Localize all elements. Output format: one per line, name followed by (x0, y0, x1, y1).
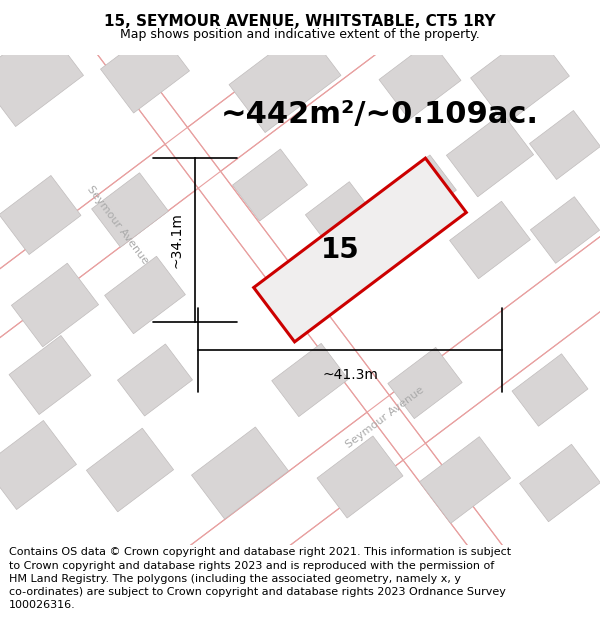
Text: Map shows position and indicative extent of the property.: Map shows position and indicative extent… (120, 28, 480, 41)
Polygon shape (388, 348, 462, 419)
Polygon shape (11, 263, 98, 347)
Polygon shape (520, 444, 600, 522)
Text: Seymour Avenue: Seymour Avenue (85, 184, 151, 266)
Polygon shape (9, 336, 91, 414)
Polygon shape (383, 155, 457, 225)
Polygon shape (100, 27, 190, 113)
Polygon shape (379, 41, 461, 119)
Text: 15: 15 (320, 236, 359, 264)
Polygon shape (254, 158, 466, 342)
Text: 15, SEYMOUR AVENUE, WHITSTABLE, CT5 1RY: 15, SEYMOUR AVENUE, WHITSTABLE, CT5 1RY (104, 14, 496, 29)
Polygon shape (92, 173, 169, 248)
Polygon shape (446, 113, 533, 197)
Polygon shape (512, 354, 588, 426)
Polygon shape (470, 30, 569, 124)
Polygon shape (0, 0, 546, 468)
Polygon shape (104, 256, 185, 334)
Polygon shape (2, 145, 600, 625)
Polygon shape (272, 343, 348, 417)
Text: Seymour Avenue: Seymour Avenue (344, 384, 426, 449)
Polygon shape (529, 111, 600, 179)
Polygon shape (0, 24, 83, 126)
Text: ~41.3m: ~41.3m (322, 368, 378, 382)
Polygon shape (18, 0, 582, 625)
Polygon shape (530, 197, 599, 263)
Polygon shape (0, 421, 76, 509)
Polygon shape (118, 344, 193, 416)
Text: ~442m²/~0.109ac.: ~442m²/~0.109ac. (221, 100, 539, 129)
Polygon shape (233, 149, 307, 221)
Polygon shape (317, 436, 403, 518)
Polygon shape (449, 201, 530, 279)
Polygon shape (419, 437, 511, 523)
Polygon shape (191, 427, 289, 519)
Text: Contains OS data © Crown copyright and database right 2021. This information is : Contains OS data © Crown copyright and d… (9, 548, 511, 610)
Polygon shape (86, 428, 173, 512)
Polygon shape (229, 28, 341, 132)
Text: ~34.1m: ~34.1m (169, 212, 183, 268)
Polygon shape (0, 176, 81, 254)
Polygon shape (305, 182, 374, 248)
